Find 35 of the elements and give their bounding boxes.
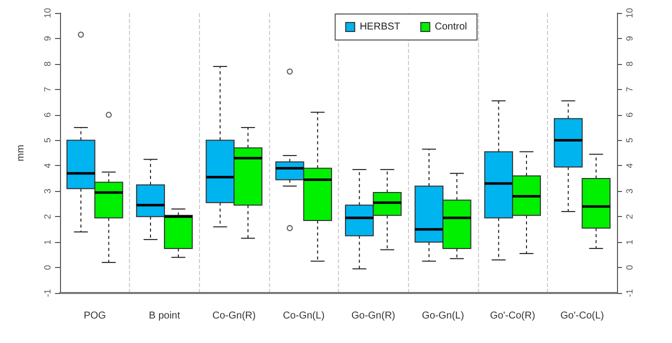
y2-tick-label: 2 [624,214,634,220]
x-tick-label: Go'-Co(R) [490,310,536,322]
y-tick-label: 8 [42,61,52,66]
x-tick-label: POG [84,310,106,322]
y-tick-label: 0 [42,265,52,270]
y2-tick-label: -1 [624,288,634,298]
y2-tick-label: 7 [624,86,634,92]
y-tick-label: 3 [42,188,52,194]
y-tick-label: 2 [42,214,52,220]
y2-tick-label: 6 [624,112,634,118]
y-tick-label: 5 [42,138,52,143]
y2-tick-label: 9 [624,36,634,41]
y-tick-label: 6 [42,112,52,118]
y-tick-label: 4 [42,163,52,168]
x-tick-label: B point [148,310,180,322]
legend-label: Control [434,22,468,32]
y-axis-title: mm [16,144,26,162]
y2-tick-label: 4 [624,163,634,168]
y-tick-label: -1 [42,288,52,298]
y2-tick-label: 10 [624,8,634,18]
y2-tick-label: 8 [624,61,634,66]
x-tick-label: Go-Gn(L) [422,310,464,322]
y2-tick-label: 5 [624,138,634,143]
y2-tick-label: 3 [624,188,634,194]
x-tick-label: Go'-Co(L) [560,310,604,322]
legend-label: HERBST [360,22,400,32]
x-tick-label: Co-Gn(L) [282,310,325,322]
x-tick-label: Co-Gn(R) [212,310,256,322]
x-tick-label: Go-Gn(R) [351,310,396,322]
y-tick-label: 9 [42,36,52,41]
y2-tick-label: 0 [624,265,634,270]
y-tick-label: 7 [42,86,52,92]
y-tick-label: 1 [42,240,52,245]
y2-tick-label: 1 [624,240,634,245]
y-tick-label: 10 [42,8,52,18]
